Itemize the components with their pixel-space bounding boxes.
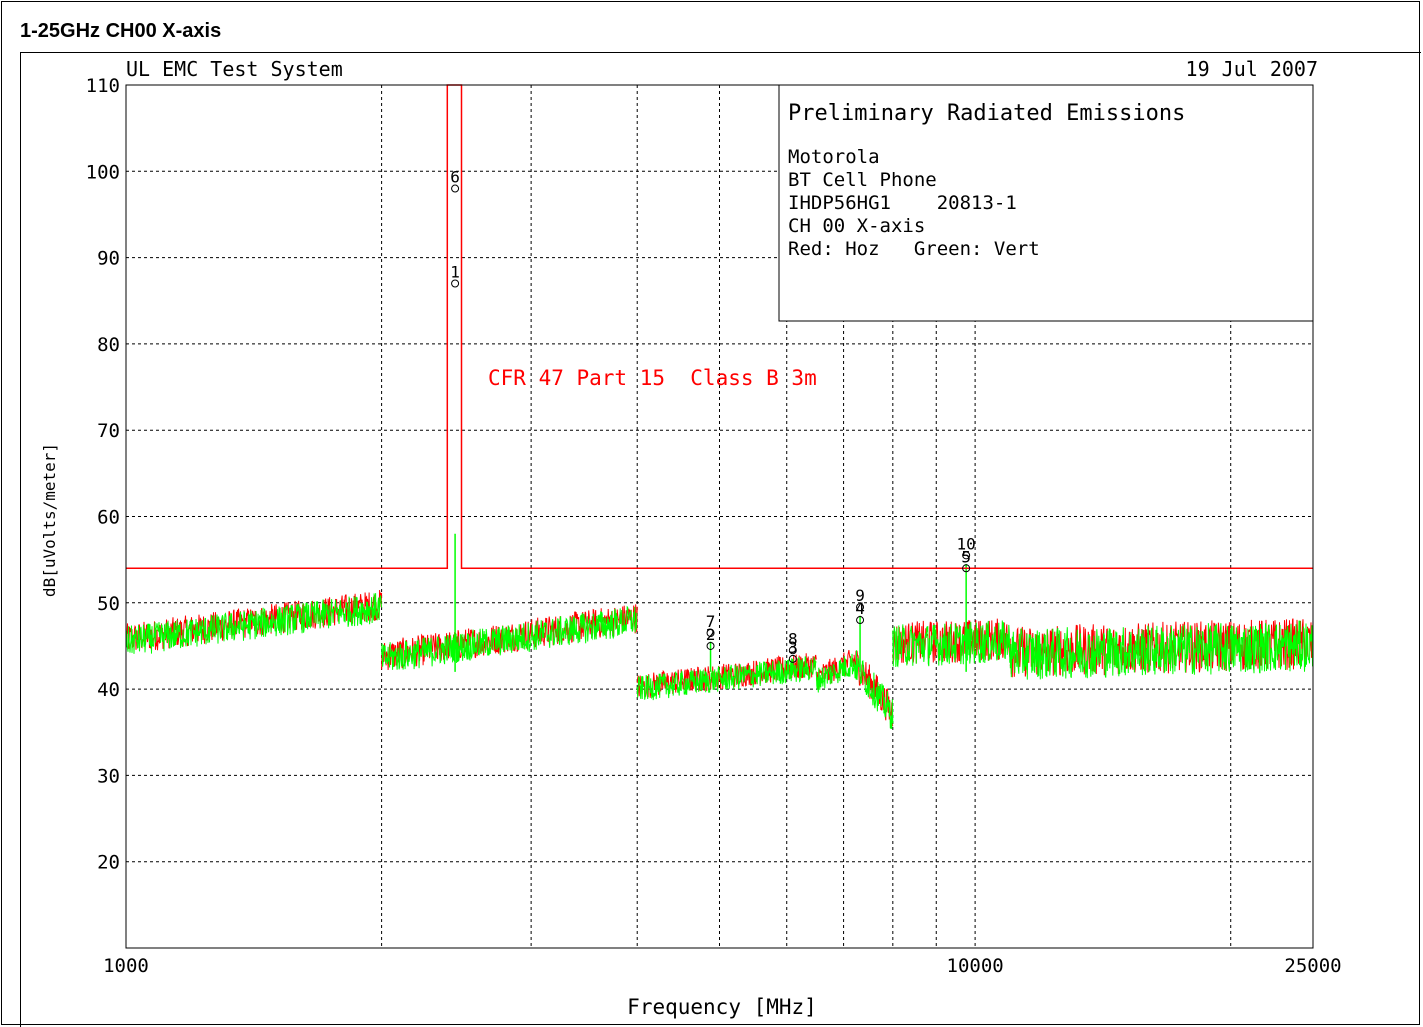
info-box: Preliminary Radiated Emissions Motorola … — [778, 84, 1314, 322]
marker-label: 4 — [855, 599, 865, 618]
marker-point — [788, 646, 797, 655]
marker-point — [856, 603, 865, 612]
info-box-title: Preliminary Radiated Emissions — [788, 101, 1185, 126]
info-box-line: Motorola — [788, 146, 880, 168]
marker-label: 8 — [788, 629, 798, 648]
marker-point — [962, 551, 971, 560]
y-tick-label: 60 — [97, 507, 120, 529]
marker-point — [856, 616, 865, 625]
x-axis-label: Frequency [MHz] — [627, 995, 817, 1019]
info-box-line: Red: Hoz Green: Vert — [788, 238, 1040, 260]
info-box-line: BT Cell Phone — [788, 169, 937, 191]
x-tick-label: 1000 — [103, 955, 149, 977]
marker-point — [451, 279, 460, 288]
marker-point — [962, 564, 971, 573]
x-tick-label: 25000 — [1284, 955, 1341, 977]
y-tick-label: 110 — [86, 75, 120, 97]
y-tick-label: 20 — [97, 852, 120, 874]
y-tick-label: 40 — [97, 679, 120, 701]
vertical-trace — [125, 593, 1314, 730]
plot-panel — [20, 52, 1421, 1027]
marker-point — [451, 184, 460, 193]
marker-label: 5 — [961, 547, 971, 566]
marker-label: 1 — [450, 262, 460, 281]
traces — [125, 533, 1314, 730]
marker-label: 6 — [450, 168, 460, 187]
y-tick-label: 50 — [97, 593, 120, 615]
marker-label: 9 — [855, 586, 865, 605]
system-label: UL EMC Test System — [126, 57, 343, 81]
marker-label: 7 — [706, 612, 716, 631]
plot-area — [125, 84, 1314, 949]
marker-label: 10 — [957, 534, 976, 553]
y-axis-label: dB[uVolts/meter] — [40, 443, 59, 597]
marker-label: 2 — [706, 625, 716, 644]
y-tick-label: 70 — [97, 420, 120, 442]
marker-label: 3 — [788, 638, 798, 657]
marker-point — [788, 654, 797, 663]
marker-point — [706, 641, 715, 650]
y-tick-label: 80 — [97, 334, 120, 356]
x-tick-label: 10000 — [947, 955, 1004, 977]
page-title: 1-25GHz CH00 X-axis — [20, 20, 222, 42]
y-tick-label: 30 — [97, 765, 120, 787]
limit-label: CFR 47 Part 15 Class B 3m — [488, 366, 817, 390]
info-box-line: IHDP56HG1 20813-1 — [788, 192, 1017, 214]
marker-point — [706, 629, 715, 638]
date-label: 19 Jul 2007 — [1186, 57, 1318, 81]
info-box-line: CH 00 X-axis — [788, 215, 925, 237]
y-tick-label: 90 — [97, 248, 120, 270]
y-tick-label: 100 — [86, 161, 120, 183]
